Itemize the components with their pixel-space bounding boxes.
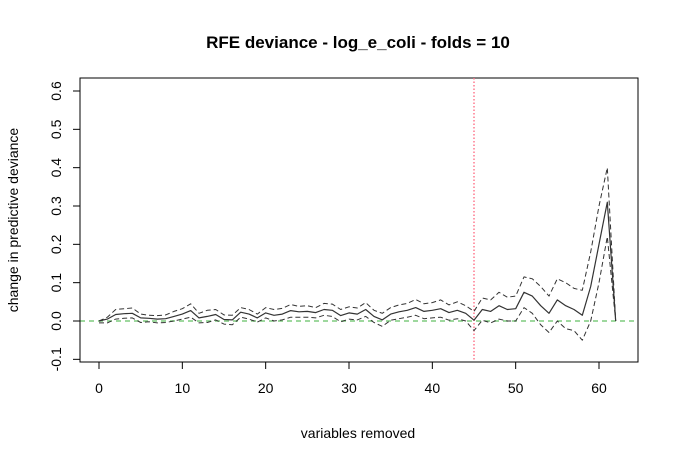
y-tick-label: -0.1 <box>48 347 64 371</box>
y-tick-label: 0.0 <box>48 311 64 331</box>
x-tick-label: 60 <box>591 380 607 396</box>
x-tick-label: 30 <box>341 380 357 396</box>
chart-title: RFE deviance - log_e_coli - folds = 10 <box>206 33 510 52</box>
x-tick-label: 50 <box>508 380 524 396</box>
x-tick-label: 10 <box>175 380 191 396</box>
y-axis: -0.1 0.0 0.1 0.2 0.3 0.4 0.5 0.6 <box>48 81 81 371</box>
y-axis-label: change in predictive deviance <box>5 128 21 313</box>
mean-deviance-line <box>98 201 617 322</box>
x-axis-label: variables removed <box>301 425 415 441</box>
x-tick-label: 0 <box>95 380 103 396</box>
y-tick-label: 0.5 <box>48 119 64 139</box>
lower-bound-line <box>99 236 617 341</box>
x-tick-label: 20 <box>258 380 274 396</box>
y-tick-label: 0.2 <box>48 234 64 254</box>
y-tick-label: 0.6 <box>48 81 64 101</box>
upper-bound-line <box>98 167 617 322</box>
x-axis: 0 10 20 30 40 50 60 <box>95 361 607 396</box>
y-tick-label: 0.3 <box>48 196 64 216</box>
y-tick-label: 0.1 <box>48 273 64 293</box>
x-tick-label: 40 <box>425 380 441 396</box>
series-layer <box>98 167 617 341</box>
y-tick-label: 0.4 <box>48 158 64 178</box>
